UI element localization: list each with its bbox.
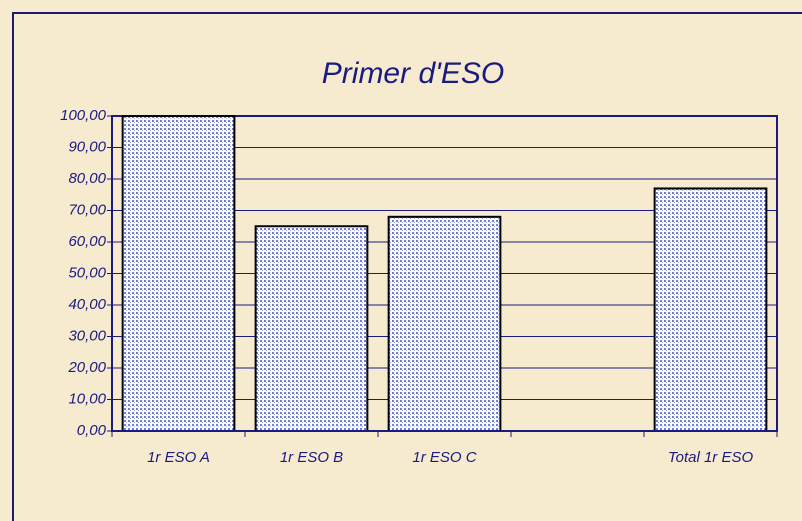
x-tick-label: Total 1r ESO bbox=[668, 449, 754, 466]
bar bbox=[653, 187, 768, 432]
y-tick-label: 10,00 bbox=[68, 390, 106, 407]
y-tick-label: 0,00 bbox=[77, 422, 107, 439]
y-tick-label: 40,00 bbox=[68, 296, 106, 313]
y-tick-label: 100,00 bbox=[60, 107, 107, 124]
bar bbox=[254, 225, 369, 432]
y-tick-label: 80,00 bbox=[68, 170, 106, 187]
y-tick-label: 20,00 bbox=[67, 359, 106, 376]
y-tick-label: 50,00 bbox=[68, 264, 106, 281]
x-tick-label: 1r ESO B bbox=[280, 449, 343, 466]
bar bbox=[387, 215, 502, 432]
x-tick-label: 1r ESO A bbox=[147, 449, 210, 466]
y-tick-label: 70,00 bbox=[68, 201, 106, 218]
chart-title: Primer d'ESO bbox=[322, 57, 504, 90]
y-tick-label: 60,00 bbox=[68, 233, 106, 250]
x-tick-label: 1r ESO C bbox=[412, 449, 476, 466]
y-tick-label: 30,00 bbox=[68, 327, 106, 344]
bar bbox=[121, 115, 236, 432]
y-tick-label: 90,00 bbox=[68, 138, 106, 155]
